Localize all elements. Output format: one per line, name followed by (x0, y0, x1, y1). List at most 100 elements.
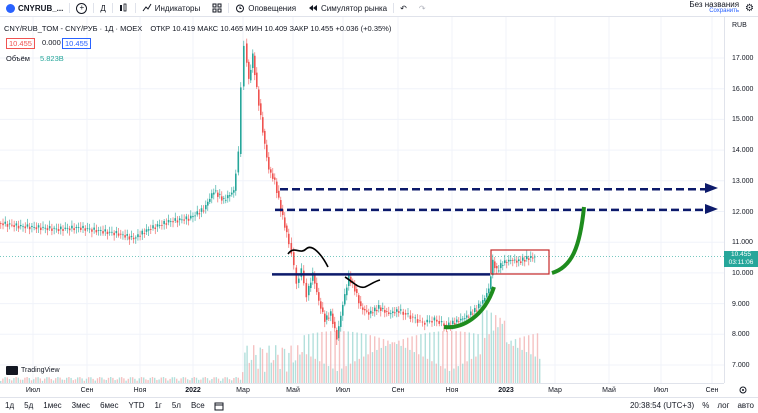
volume-bar (180, 378, 182, 383)
candle-body (452, 320, 454, 325)
candle-body (73, 228, 75, 231)
candle-body (62, 229, 64, 231)
chart-type-button[interactable] (113, 0, 135, 16)
candle-body (382, 308, 384, 309)
clock[interactable]: 20:38:54 (UTC+3) (629, 401, 695, 410)
range-button-5л[interactable]: 5л (171, 401, 181, 410)
candle-body (167, 220, 170, 223)
volume-bar (264, 371, 266, 383)
axis-settings-icon[interactable] (738, 385, 748, 395)
candle-body (256, 72, 258, 88)
candle-body (174, 218, 177, 221)
percent-toggle[interactable]: % (702, 401, 710, 410)
candle-body (502, 265, 504, 266)
volume-bar (255, 354, 257, 383)
candle-body (260, 103, 262, 116)
volume-bar (217, 378, 220, 383)
currency-label[interactable]: RUB (732, 22, 747, 29)
volume-bar (360, 333, 363, 383)
volume-bar (374, 336, 376, 383)
candle-body (462, 318, 464, 320)
range-button-1мес[interactable]: 1мес (43, 401, 62, 410)
candle-body (506, 262, 508, 264)
candle-body (266, 144, 268, 158)
volume-bar (532, 334, 534, 383)
save-layout[interactable]: Без названия Сохранить (689, 1, 739, 15)
range-button-3мес[interactable]: 3мес (71, 401, 91, 410)
compare-button[interactable]: + (70, 0, 93, 16)
volume-bar (19, 379, 22, 383)
candle-body (508, 259, 510, 262)
candle-body (154, 227, 157, 230)
candle-body (433, 317, 436, 321)
calendar-icon[interactable] (214, 401, 224, 411)
candle-body (115, 231, 118, 234)
volume-bar (310, 356, 312, 383)
range-button-YTD[interactable]: YTD (128, 401, 145, 410)
candle-body (510, 260, 512, 261)
volume-bar (407, 337, 409, 383)
candle-body (237, 151, 240, 173)
range-button-6мес[interactable]: 6мес (100, 401, 119, 410)
log-toggle[interactable]: лог (717, 401, 730, 410)
range-button-5д[interactable]: 5д (24, 401, 34, 410)
candle-body (336, 329, 338, 340)
undo-button[interactable]: ↶ (394, 0, 413, 16)
candle-body (68, 228, 71, 231)
volume-bar (411, 336, 413, 383)
price-tick: 13.000 (732, 177, 754, 185)
timeframe-button[interactable]: Д (100, 3, 106, 13)
candle-body (152, 225, 154, 229)
symbol-search[interactable]: CNYRUB_... (0, 0, 69, 16)
volume-bar (242, 372, 244, 383)
volume-bar (70, 377, 72, 383)
volume-bar (525, 352, 528, 383)
candle-body (316, 282, 318, 293)
candle-body (398, 311, 400, 313)
redo-button[interactable]: ↷ (413, 0, 432, 16)
volume-bar (239, 379, 242, 383)
volume-bar (363, 356, 365, 383)
alerts-button[interactable]: Оповещения (229, 0, 302, 16)
price-axis[interactable]: RUB 17.000 16.000 15.000 14.000 13.000 12.000… (724, 17, 758, 383)
candle-body (0, 223, 2, 224)
volume-bar (121, 377, 123, 383)
price-chart[interactable] (0, 17, 724, 383)
tradingview-logo[interactable]: TradingView (6, 366, 60, 375)
candle-body (484, 297, 486, 302)
volume-bar (327, 366, 330, 383)
candle-body (194, 215, 196, 217)
volume-bar (138, 378, 140, 383)
volume-bar (299, 354, 301, 383)
candle-body (209, 198, 211, 202)
volume-bar (211, 378, 213, 383)
volume-bar (528, 335, 530, 383)
indicators-button[interactable]: Индикаторы (136, 0, 206, 16)
candle-body (464, 318, 466, 320)
volume-bar (286, 371, 288, 383)
time-axis[interactable]: Июл Сен Ноя 2022 Мар Май Июл Сен Ноя 2023 Мар Май Ию… (0, 383, 724, 397)
range-button-Все[interactable]: Все (190, 401, 205, 410)
volume-bar (534, 356, 536, 383)
volume-bar (30, 380, 33, 383)
candle-body (165, 223, 168, 225)
candle-body (324, 313, 326, 322)
candle-body (254, 55, 256, 76)
auto-toggle[interactable]: авто (737, 401, 754, 410)
volume-bar (158, 379, 160, 383)
range-button-1д[interactable]: 1д (5, 401, 15, 410)
volume-bar (409, 349, 411, 383)
sell-price[interactable]: 10.455 (6, 38, 35, 49)
volume-bar (160, 377, 162, 383)
range-button-1г[interactable]: 1г (154, 401, 162, 410)
volume-bar (261, 349, 264, 383)
buy-price[interactable]: 10.455 (62, 38, 91, 49)
candle-body (264, 130, 266, 144)
settings-icon[interactable]: ⚙ (745, 2, 754, 14)
chart-pane[interactable] (0, 17, 724, 383)
candle-body (258, 89, 260, 106)
replay-button[interactable]: Симулятор рынка (302, 0, 393, 16)
templates-button[interactable] (206, 0, 228, 16)
layout-name: Без названия (689, 0, 740, 9)
volume-bar (191, 377, 193, 383)
